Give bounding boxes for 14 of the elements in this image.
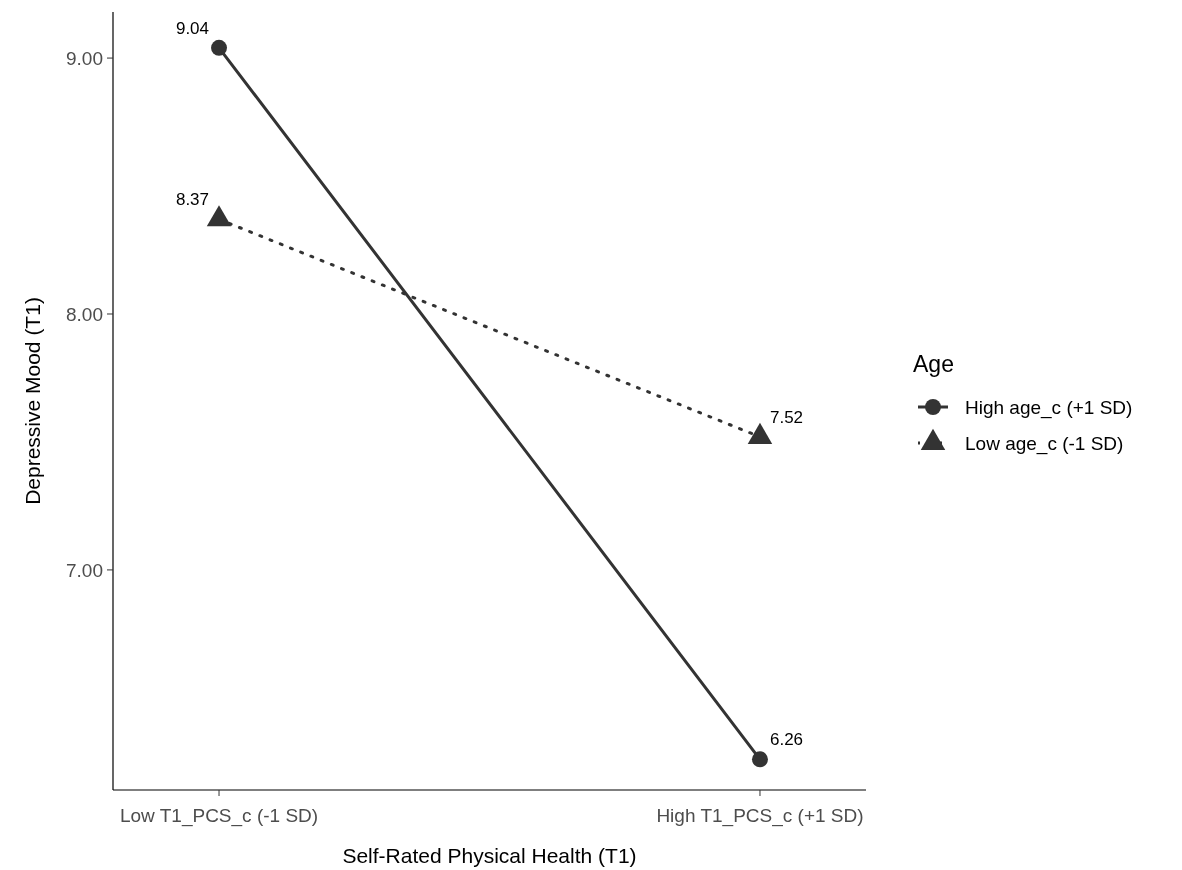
y-axis-title: Depressive Mood (T1) [21,297,44,505]
data-label: 9.04 [175,18,210,38]
data-label: 6.26 [769,730,804,750]
y-tick-label: 9.00 [66,47,103,69]
x-axis-title: Self-Rated Physical Health (T1) [342,844,637,867]
legend-label: High age_c (+1 SD) [965,396,1133,419]
x-tick-label: High T1_PCS_c (+1 SD) [656,805,864,827]
y-tick-label: 8.00 [66,303,103,325]
y-tick-label: 7.00 [66,559,103,581]
data-label: 7.52 [769,407,804,427]
x-tick-label: Low T1_PCS_c (-1 SD) [119,805,319,827]
legend-label: Low age_c (-1 SD) [965,432,1124,455]
data-label: 8.37 [175,190,210,210]
legend-title: Age [913,351,954,377]
